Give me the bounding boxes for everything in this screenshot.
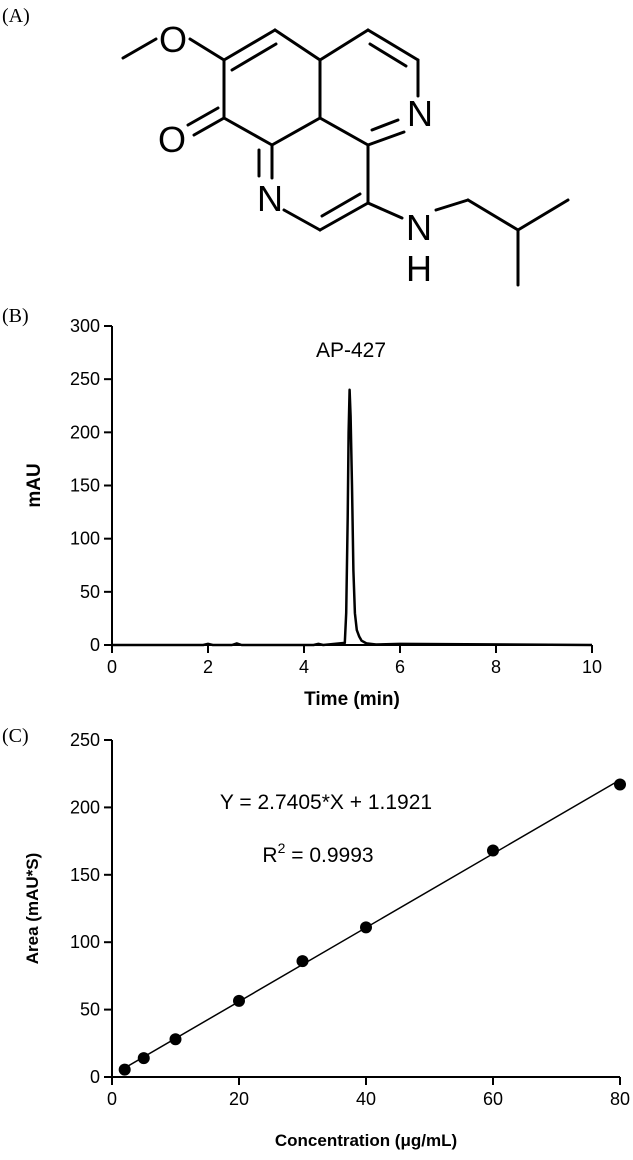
bond	[366, 201, 404, 220]
bond	[318, 116, 370, 147]
bond	[366, 28, 420, 62]
x-tick-label: 6	[395, 657, 405, 677]
chromatogram-trace	[112, 388, 593, 647]
bond	[192, 116, 226, 137]
y-tick-label: 100	[70, 529, 100, 549]
x-tick-label: 4	[299, 657, 309, 677]
x-tick-label: 40	[356, 1089, 376, 1109]
x-tick-label: 20	[229, 1089, 249, 1109]
atom-n-ring-right: N	[407, 93, 433, 134]
atom-n-amine: N	[406, 207, 432, 248]
data-point	[487, 844, 499, 857]
y-tick-label: 200	[70, 422, 100, 442]
bond	[434, 198, 470, 212]
calibration-chart: Y = 2.7405*X + 1.1921 R2 = 0.9993 Concen…	[23, 730, 630, 1150]
y-tick-label: 100	[70, 932, 100, 952]
data-point	[614, 778, 626, 791]
data-point	[137, 1052, 150, 1065]
panel-b-label: (B)	[2, 305, 29, 327]
y-tick-label: 200	[70, 797, 100, 817]
bond	[270, 116, 322, 147]
bond	[318, 201, 370, 232]
r2-symbol: R	[262, 844, 277, 867]
r2-value: = 0.9993	[285, 844, 373, 867]
bond	[320, 192, 362, 218]
y-axis-title: mAU	[24, 463, 45, 507]
atom-o-carbonyl: O	[158, 119, 186, 160]
bond	[318, 28, 370, 62]
x-tick-label: 0	[107, 1089, 117, 1109]
y-tick-label: 50	[80, 1000, 100, 1020]
x-tick-label: 80	[610, 1089, 630, 1109]
x-tick-label: 2	[203, 657, 213, 677]
bond	[368, 42, 408, 68]
bond	[282, 208, 322, 232]
x-axis-title: Concentration (μg/mL)	[275, 1131, 457, 1150]
x-tick-label: 8	[491, 657, 501, 677]
bond	[516, 198, 570, 232]
bond	[273, 28, 322, 62]
y-tick-label: 250	[70, 730, 100, 750]
y-tick-label: 50	[80, 582, 100, 602]
data-point	[233, 994, 245, 1007]
peak-label: AP-427	[316, 339, 386, 362]
y-tick-label: 0	[90, 635, 100, 655]
atom-n-ring-left: N	[257, 178, 283, 219]
x-tick-label: 10	[582, 657, 602, 677]
atom-h-amine: H	[406, 248, 432, 289]
atom-o-methoxy: O	[159, 19, 187, 60]
data-point	[169, 1033, 182, 1046]
bond	[230, 42, 278, 72]
x-tick-label: 0	[107, 657, 117, 677]
y-tick-label: 300	[70, 316, 100, 336]
x-tick-label: 60	[483, 1089, 503, 1109]
y-tick-label: 250	[70, 369, 100, 389]
bond	[466, 198, 520, 232]
y-axis-title: Area (mAU*S)	[23, 853, 42, 964]
x-axis-title: Time (min)	[304, 689, 400, 710]
bond	[186, 106, 220, 127]
bond	[121, 37, 158, 60]
chromatogram-chart: AP-427 Time (min) mAU 0 2 4 6 8 1005010015020…	[24, 316, 602, 710]
data-point	[296, 955, 309, 968]
regression-line	[124, 779, 621, 1069]
bond	[366, 130, 406, 147]
panel-a-label: (A)	[2, 5, 30, 27]
molecule-structure: O O N N N H	[121, 19, 570, 289]
r-squared: R2 = 0.9993	[262, 840, 373, 867]
y-tick-label: 150	[70, 865, 100, 885]
data-point	[360, 921, 372, 934]
r2-superscript: 2	[278, 840, 286, 856]
panel-c-label: (C)	[2, 725, 29, 747]
data-point	[118, 1063, 131, 1076]
y-tick-label: 150	[70, 476, 100, 496]
bond	[370, 118, 400, 132]
y-tick-label: 0	[90, 1067, 100, 1087]
regression-equation: Y = 2.7405*X + 1.1921	[220, 791, 432, 814]
bond	[188, 37, 226, 62]
bond	[222, 28, 277, 62]
bond	[222, 116, 274, 147]
